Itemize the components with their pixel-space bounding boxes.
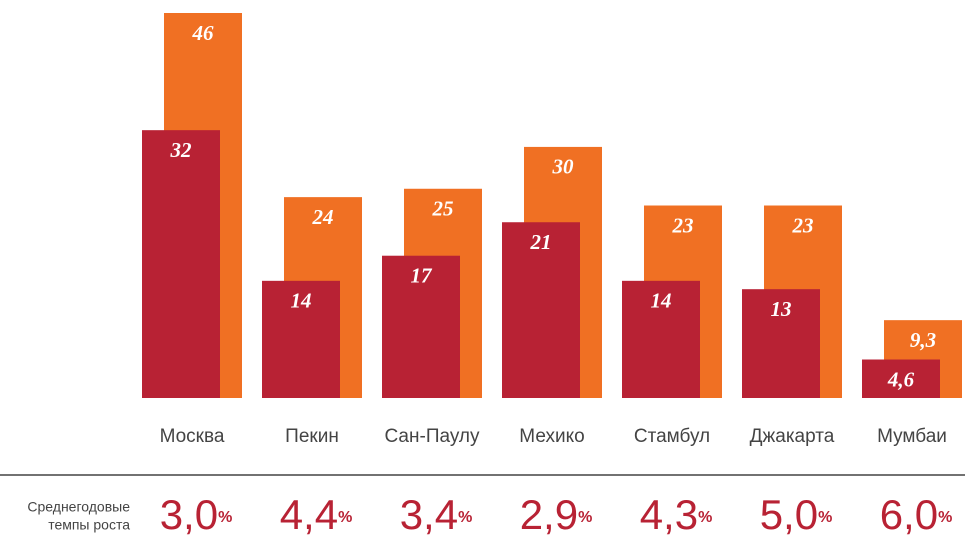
bar	[382, 255, 460, 398]
growth-unit: %	[458, 509, 472, 526]
x-tick-label: Мумбаи	[877, 426, 947, 447]
growth-rate: 2,9%	[520, 491, 593, 538]
value-label: 46	[192, 21, 215, 45]
value-label: 30	[552, 155, 575, 179]
growth-rate: 5,0%	[760, 491, 833, 538]
growth-label: Среднегодовые	[27, 499, 130, 515]
growth-value: 4,4	[280, 491, 338, 538]
value-label: 23	[792, 213, 814, 237]
growth-value: 6,0	[880, 491, 938, 538]
x-tick-label: Стамбул	[634, 426, 710, 447]
bar	[142, 130, 220, 398]
value-label: 24	[312, 205, 334, 229]
value-label: 25	[432, 197, 454, 221]
growth-rate: 3,0%	[160, 491, 233, 538]
growth-label: темпы роста	[48, 517, 130, 533]
value-label: 32	[170, 138, 193, 162]
x-tick-label: Москва	[160, 426, 225, 447]
x-tick-label: Джакарта	[750, 426, 835, 447]
growth-rate: 6,0%	[880, 491, 953, 538]
x-tick-label: Пекин	[285, 426, 339, 447]
x-tick-label: Сан-Паулу	[385, 426, 481, 447]
growth-rate: 4,3%	[640, 491, 713, 538]
growth-unit: %	[698, 509, 712, 526]
value-label: 14	[651, 289, 672, 313]
growth-value: 5,0	[760, 491, 818, 538]
value-label: 13	[771, 297, 792, 321]
growth-unit: %	[818, 509, 832, 526]
value-label: 9,3	[910, 328, 936, 352]
bar	[502, 222, 580, 398]
growth-unit: %	[338, 509, 352, 526]
bar	[862, 359, 940, 398]
growth-unit: %	[938, 509, 952, 526]
value-label: 14	[291, 289, 312, 313]
x-tick-label: Мехико	[519, 426, 584, 447]
value-label: 21	[530, 230, 552, 254]
bar	[262, 280, 340, 398]
growth-value: 2,9	[520, 491, 578, 538]
growth-rate: 3,4%	[400, 491, 473, 538]
bar	[622, 280, 700, 398]
value-label: 17	[411, 264, 434, 288]
growth-unit: %	[578, 509, 592, 526]
growth-value: 3,4	[400, 491, 458, 538]
value-label: 4,6	[887, 367, 915, 391]
bar	[742, 289, 820, 398]
growth-rate: 4,4%	[280, 491, 353, 538]
value-label: 23	[672, 213, 694, 237]
growth-value: 3,0	[160, 491, 218, 538]
growth-unit: %	[218, 509, 232, 526]
growth-value: 4,3	[640, 491, 698, 538]
